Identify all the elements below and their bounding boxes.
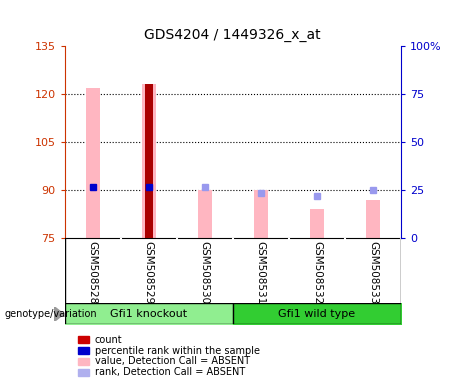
Bar: [142, 84, 156, 238]
Bar: [366, 200, 380, 238]
Polygon shape: [54, 307, 64, 321]
Text: Gfi1 knockout: Gfi1 knockout: [110, 309, 187, 319]
Text: value, Detection Call = ABSENT: value, Detection Call = ABSENT: [95, 356, 249, 366]
Text: GSM508532: GSM508532: [312, 242, 322, 305]
Text: genotype/variation: genotype/variation: [5, 309, 97, 319]
Text: GSM508530: GSM508530: [200, 242, 210, 305]
Text: rank, Detection Call = ABSENT: rank, Detection Call = ABSENT: [95, 367, 245, 377]
Bar: [198, 190, 212, 238]
Bar: [254, 190, 268, 238]
Text: Gfi1 wild type: Gfi1 wild type: [278, 309, 355, 319]
Text: percentile rank within the sample: percentile rank within the sample: [95, 346, 260, 356]
Bar: [86, 88, 100, 238]
Text: GSM508529: GSM508529: [144, 242, 154, 305]
Text: GSM508528: GSM508528: [88, 242, 98, 305]
Text: count: count: [95, 335, 122, 345]
Title: GDS4204 / 1449326_x_at: GDS4204 / 1449326_x_at: [144, 28, 321, 42]
Bar: [145, 84, 153, 238]
Text: GSM508531: GSM508531: [256, 242, 266, 305]
Bar: [310, 209, 324, 238]
Text: GSM508533: GSM508533: [368, 242, 378, 305]
